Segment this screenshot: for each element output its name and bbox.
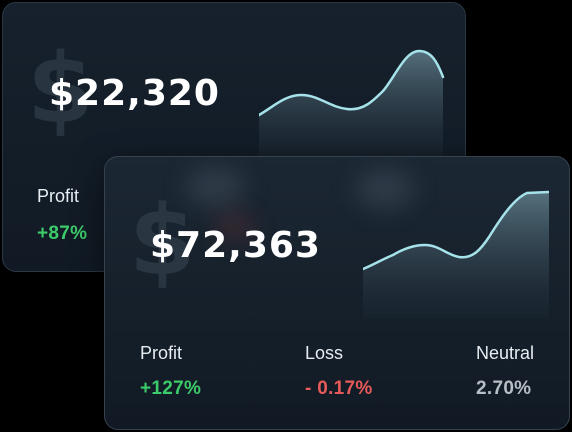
background-blur: [215, 215, 255, 239]
profit-value: +127%: [140, 378, 202, 399]
profit-label: Profit: [37, 186, 80, 206]
dollar-icon: $: [129, 185, 196, 297]
dollar-icon: $: [27, 33, 94, 145]
front-stat-card: $ $72,363 Profit +127% Loss - 0.17% Neut…: [104, 156, 570, 430]
loss-label: Loss: [305, 343, 344, 363]
total-amount: $22,320: [49, 73, 220, 114]
total-amount: $72,363: [150, 225, 321, 266]
background-blur: [355, 169, 415, 209]
neutral-value: 2.70%: [476, 378, 532, 399]
background-blur: [185, 167, 245, 207]
neutral-label: Neutral: [476, 343, 535, 363]
sparkline-area: [363, 192, 549, 319]
sparkline-line: [259, 49, 445, 117]
loss-value: - 0.17%: [305, 378, 373, 399]
sparkline-chart: [363, 190, 549, 319]
profit-value: +87%: [37, 223, 88, 244]
sparkline-line: [363, 190, 549, 271]
sparkline-chart: [259, 49, 445, 157]
sparkline-area: [259, 51, 443, 157]
profit-label: Profit: [140, 343, 183, 363]
